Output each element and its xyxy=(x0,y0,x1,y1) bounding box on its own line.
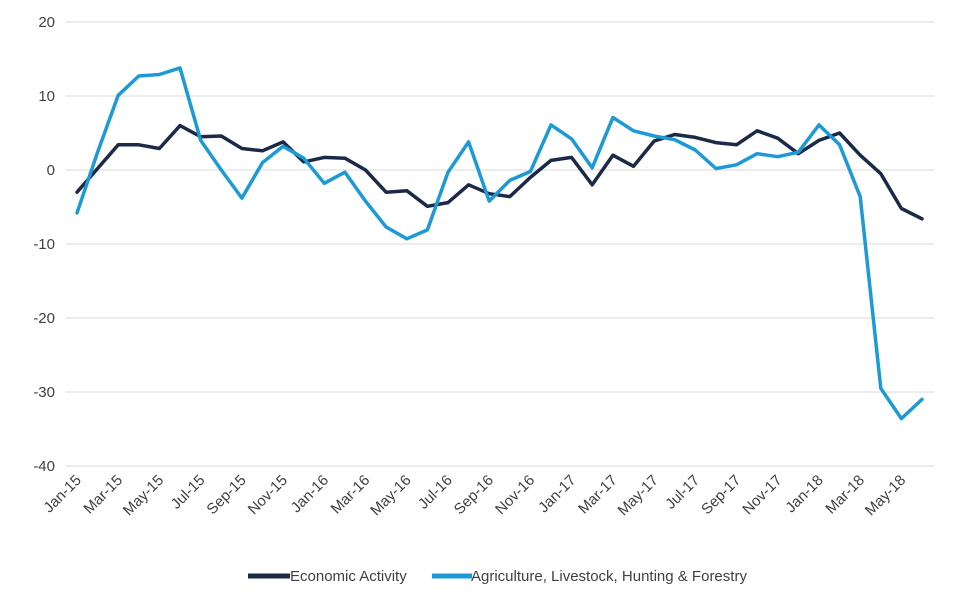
legend: Economic Activity Agriculture, Livestock… xyxy=(248,568,747,585)
series-lines xyxy=(75,66,924,421)
x-tick-label: Mar-17 xyxy=(575,472,621,518)
x-tick-label: Mar-15 xyxy=(80,472,126,518)
x-tick-label: Mar-18 xyxy=(822,472,868,518)
x-tick-label: May-15 xyxy=(120,472,167,519)
gridlines xyxy=(66,21,934,467)
x-tick-label: Nov-16 xyxy=(492,472,538,518)
x-tick-label: Sep-17 xyxy=(698,472,744,518)
series-line-agriculture xyxy=(75,66,924,421)
x-tick-label: May-17 xyxy=(615,472,662,519)
y-axis-tick-labels: 20 10 0 -10 -20 -30 -40 xyxy=(33,14,55,475)
y-tick-label: -20 xyxy=(33,310,55,327)
x-tick-label: Nov-15 xyxy=(245,472,291,518)
x-tick-label: Nov-17 xyxy=(739,472,785,518)
y-tick-label: -40 xyxy=(33,458,55,475)
x-tick-label: Sep-16 xyxy=(451,472,497,518)
x-tick-label: Jul-16 xyxy=(415,472,456,513)
y-tick-label: 20 xyxy=(38,14,55,31)
x-tick-label: Jan-16 xyxy=(288,472,332,516)
x-tick-label: Jul-15 xyxy=(168,472,209,513)
legend-label-agriculture: Agriculture, Livestock, Hunting & Forest… xyxy=(471,568,747,585)
y-tick-label: -30 xyxy=(33,384,55,401)
legend-item-economic-activity: Economic Activity xyxy=(248,568,407,585)
x-tick-label: Mar-16 xyxy=(328,472,374,518)
x-tick-label: Jul-17 xyxy=(662,472,703,513)
x-tick-label: Sep-15 xyxy=(203,472,249,518)
y-tick-label: -10 xyxy=(33,236,55,253)
x-tick-label: May-18 xyxy=(862,472,909,519)
x-tick-label: May-16 xyxy=(367,472,414,519)
legend-item-agriculture: Agriculture, Livestock, Hunting & Forest… xyxy=(432,568,747,585)
y-tick-label: 0 xyxy=(47,162,55,179)
y-tick-label: 10 xyxy=(38,88,55,105)
x-tick-label: Jan-17 xyxy=(535,472,579,516)
legend-label-economic-activity: Economic Activity xyxy=(290,568,407,585)
x-tick-label: Jan-15 xyxy=(40,472,84,516)
x-tick-label: Jan-18 xyxy=(782,472,826,516)
series-line-economic-activity xyxy=(75,123,924,221)
